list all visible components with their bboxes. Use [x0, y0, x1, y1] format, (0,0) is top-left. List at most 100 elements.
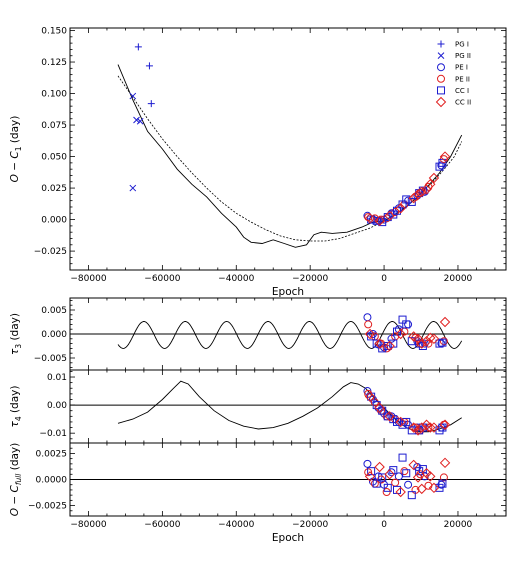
y-tick-label: 0.150 — [41, 27, 67, 37]
legend-marker — [435, 96, 447, 108]
y-axis-label: τ4 (day) — [9, 386, 23, 428]
data-point — [438, 479, 447, 488]
data-point — [408, 331, 419, 342]
plot-area-tau3 — [70, 313, 506, 353]
data-point — [398, 453, 407, 462]
panel-tau3: −0.005 0.000 0.005 τ3 (day) — [9, 297, 507, 371]
legend-label: PG II — [455, 52, 471, 60]
data-point — [408, 192, 419, 204]
data-point — [428, 333, 440, 345]
data-point — [364, 328, 376, 340]
legend-entry: PG II — [437, 52, 471, 60]
y-tick-label: −0.01 — [39, 429, 67, 439]
data-point — [425, 471, 436, 482]
plot-area-ocfull — [70, 453, 506, 500]
x-tick-label: −60000 — [144, 520, 180, 530]
data-point — [363, 313, 372, 322]
data-point — [367, 467, 376, 476]
y-tick-label: 0.100 — [41, 90, 67, 100]
x-tick-label: 0 — [381, 520, 387, 530]
data-point — [363, 459, 372, 468]
data-point — [404, 480, 413, 489]
y-tick-label: 0.00 — [47, 401, 67, 411]
model-curve-tau3-model — [117, 321, 463, 349]
data-point — [133, 116, 140, 124]
data-point — [145, 62, 153, 70]
data-point — [391, 208, 400, 217]
data-point — [367, 215, 376, 224]
x-tick-label: −20000 — [292, 520, 328, 530]
data-point — [395, 203, 406, 214]
y-tick-label: 0.005 — [41, 306, 67, 316]
data-point — [439, 151, 451, 162]
legend-entry: PE II — [437, 74, 470, 83]
legend-marker — [437, 52, 445, 59]
legend-entry: CC I — [437, 86, 469, 95]
data-point — [435, 483, 444, 492]
panel-oc1: −80000 −60000 −40000 −20000 0 20000 −0.025 0.00… — [9, 27, 507, 298]
data-point — [412, 472, 424, 483]
data-point — [383, 483, 392, 492]
data-point — [416, 338, 427, 349]
series-pg-ii — [129, 92, 144, 192]
data-point — [378, 406, 387, 415]
data-point — [382, 488, 391, 497]
axes-frame — [69, 27, 507, 271]
y-label-unit: (day) — [9, 386, 21, 417]
data-point — [425, 422, 436, 433]
data-point — [412, 189, 424, 200]
data-point — [400, 467, 409, 476]
y-tick-label: 0.0000 — [36, 476, 68, 486]
data-point — [378, 473, 387, 482]
series-cc-ii — [364, 391, 451, 436]
data-point — [395, 486, 406, 498]
data-point — [364, 471, 376, 482]
x-tick-label: 20000 — [444, 274, 473, 284]
data-point — [364, 213, 376, 224]
series-cc-ii — [364, 316, 451, 352]
data-point — [129, 184, 137, 192]
data-point — [428, 422, 440, 433]
data-point — [391, 478, 400, 487]
plot-area-oc1 — [117, 43, 463, 248]
x-tick-label: −60000 — [144, 274, 180, 284]
data-point — [408, 422, 419, 433]
x-tick-label: −80000 — [70, 274, 106, 284]
x-tick-label: −40000 — [218, 274, 254, 284]
data-point — [387, 468, 396, 477]
data-point — [368, 330, 377, 338]
data-point — [372, 339, 381, 348]
x-tick-label: 0 — [381, 274, 387, 284]
data-point — [374, 215, 385, 227]
series-pe-ii — [364, 155, 448, 224]
data-point — [370, 479, 379, 488]
x-tick-label: −40000 — [218, 520, 254, 530]
data-point — [425, 179, 436, 190]
legend-label: PE I — [455, 64, 468, 72]
y-tick-label: 0.000 — [41, 216, 67, 226]
data-point — [372, 216, 381, 225]
data-point — [384, 210, 395, 222]
data-point — [439, 473, 448, 482]
data-point — [438, 158, 447, 167]
data-point — [402, 417, 411, 426]
data-point — [412, 425, 424, 436]
data-point — [402, 320, 411, 329]
data-point — [136, 117, 144, 125]
data-point — [439, 316, 451, 328]
x-axis-label: Epoch — [272, 286, 304, 298]
data-point — [439, 457, 451, 469]
legend-marker — [437, 86, 445, 95]
legend-entry: CC II — [435, 96, 471, 108]
data-point — [395, 416, 406, 428]
data-point — [383, 412, 392, 421]
legend-label: CC I — [455, 87, 469, 95]
data-point — [384, 340, 395, 352]
data-point — [408, 459, 419, 471]
y-tick-label: 0.075 — [41, 121, 67, 131]
data-point — [377, 475, 386, 484]
data-point — [402, 469, 411, 478]
y-tick-label: 0.000 — [41, 330, 67, 340]
data-point — [416, 186, 427, 198]
data-point — [364, 320, 373, 329]
